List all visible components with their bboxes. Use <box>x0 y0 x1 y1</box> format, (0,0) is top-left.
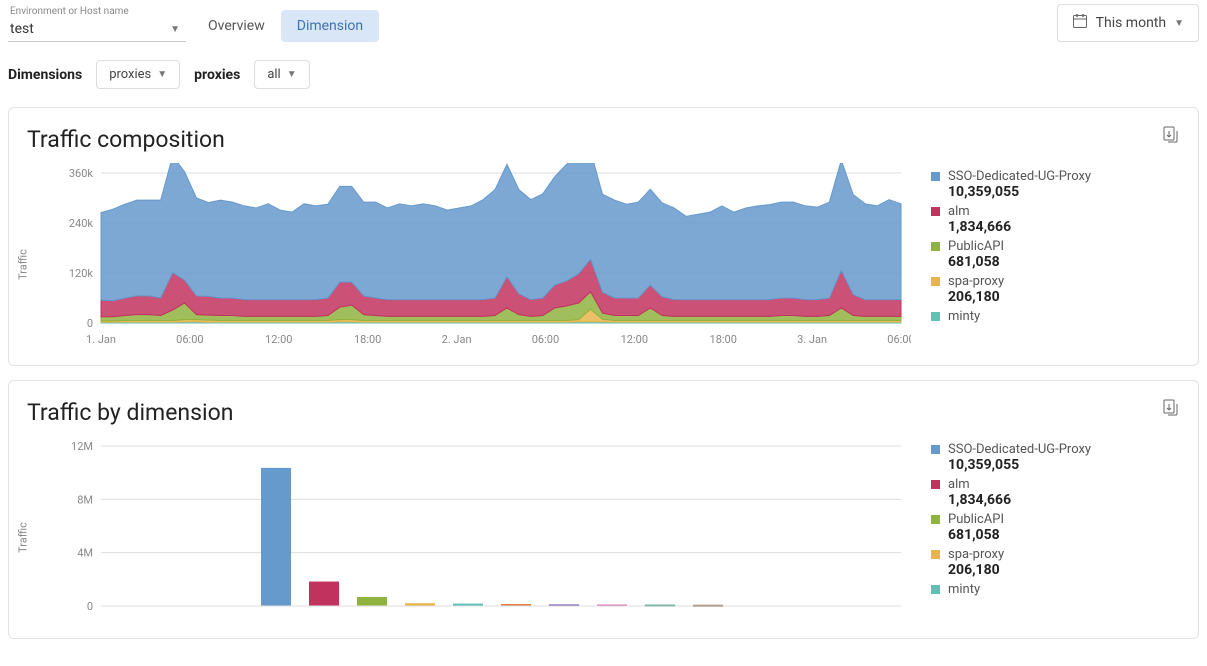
legend-value: 206,180 <box>948 562 1180 578</box>
svg-text:06:00: 06:00 <box>887 333 911 346</box>
svg-text:2. Jan: 2. Jan <box>442 333 472 346</box>
y-axis-label: Traffic <box>17 522 30 553</box>
legend-name: SSO-Dedicated-UG-Proxy <box>948 169 1091 184</box>
legend-swatch <box>931 445 940 454</box>
legend-item[interactable]: PublicAPI681,058 <box>931 239 1180 270</box>
env-select[interactable]: test ▼ <box>8 17 186 42</box>
chevron-down-icon: ▼ <box>170 24 180 35</box>
legend-value: 1,834,666 <box>948 219 1180 235</box>
dimensions-select[interactable]: proxies ▼ <box>96 60 180 89</box>
date-range-picker[interactable]: This month ▼ <box>1057 4 1199 42</box>
legend-item[interactable]: alm1,834,666 <box>931 477 1180 508</box>
svg-text:360k: 360k <box>69 167 94 180</box>
svg-text:12:00: 12:00 <box>265 333 292 346</box>
legend-item[interactable]: SSO-Dedicated-UG-Proxy10,359,055 <box>931 169 1180 200</box>
svg-text:120k: 120k <box>69 267 94 280</box>
proxies-label: proxies <box>194 67 240 83</box>
legend-swatch <box>931 312 940 321</box>
svg-text:12M: 12M <box>71 440 93 453</box>
legend-value: 206,180 <box>948 289 1180 305</box>
legend-item[interactable]: minty <box>931 309 1180 324</box>
dimensions-label: Dimensions <box>8 67 82 83</box>
legend-swatch <box>931 207 940 216</box>
date-range-label: This month <box>1096 15 1166 31</box>
legend-value: 681,058 <box>948 527 1180 543</box>
legend-item[interactable]: PublicAPI681,058 <box>931 512 1180 543</box>
svg-text:4M: 4M <box>77 547 93 560</box>
chevron-down-icon: ▼ <box>157 69 167 80</box>
svg-text:06:00: 06:00 <box>532 333 559 346</box>
legend-swatch <box>931 515 940 524</box>
view-tabs: Overview Dimension <box>192 10 379 42</box>
legend-item[interactable]: spa-proxy206,180 <box>931 274 1180 305</box>
svg-text:0: 0 <box>87 600 93 613</box>
env-value: test <box>10 21 34 37</box>
proxies-value: all <box>267 67 280 82</box>
legend-name: PublicAPI <box>948 239 1004 254</box>
legend-name: alm <box>948 477 970 492</box>
legend-value: 10,359,055 <box>948 184 1180 200</box>
export-icon[interactable] <box>1162 399 1180 421</box>
svg-text:18:00: 18:00 <box>354 333 381 346</box>
svg-text:3. Jan: 3. Jan <box>797 333 827 346</box>
legend-swatch <box>931 242 940 251</box>
area-chart[interactable]: 0 120k 240k 360k 1. Jan 06:00 12:00 18:00 2. Jan… <box>41 163 911 353</box>
legend-swatch <box>931 550 940 559</box>
panel-traffic-by-dimension: Traffic by dimension Traffic 0 4M 8M 12M SS… <box>8 380 1199 639</box>
legend-item[interactable]: spa-proxy206,180 <box>931 547 1180 578</box>
svg-text:12:00: 12:00 <box>621 333 648 346</box>
legend-name: minty <box>948 309 980 324</box>
legend-swatch <box>931 172 940 181</box>
legend-swatch <box>931 480 940 489</box>
legend-value: 1,834,666 <box>948 492 1180 508</box>
tab-dimension[interactable]: Dimension <box>281 10 379 42</box>
legend-item[interactable]: alm1,834,666 <box>931 204 1180 235</box>
tab-overview[interactable]: Overview <box>192 10 281 42</box>
chart-legend: SSO-Dedicated-UG-Proxy10,359,055 alm1,834… <box>931 436 1180 626</box>
legend-swatch <box>931 585 940 594</box>
chart-legend: SSO-Dedicated-UG-Proxy10,359,055 alm1,834… <box>931 163 1180 353</box>
y-axis-label: Traffic <box>17 249 30 280</box>
legend-item[interactable]: minty <box>931 582 1180 597</box>
chevron-down-icon: ▼ <box>287 69 297 80</box>
svg-text:0: 0 <box>87 317 93 330</box>
svg-text:06:00: 06:00 <box>176 333 203 346</box>
svg-text:18:00: 18:00 <box>710 333 737 346</box>
dimensions-value: proxies <box>109 67 151 82</box>
calendar-icon <box>1072 13 1088 33</box>
export-icon[interactable] <box>1162 126 1180 148</box>
legend-value: 10,359,055 <box>948 457 1180 473</box>
svg-text:240k: 240k <box>69 217 94 230</box>
env-label: Environment or Host name <box>8 6 186 17</box>
svg-text:8M: 8M <box>77 493 93 506</box>
panel-traffic-composition: Traffic composition Traffic 0 120k 240k 360… <box>8 107 1199 366</box>
legend-item[interactable]: SSO-Dedicated-UG-Proxy10,359,055 <box>931 442 1180 473</box>
legend-name: minty <box>948 582 980 597</box>
panel-title: Traffic by dimension <box>27 399 1180 426</box>
legend-name: SSO-Dedicated-UG-Proxy <box>948 442 1091 457</box>
legend-name: alm <box>948 204 970 219</box>
legend-value: 681,058 <box>948 254 1180 270</box>
bar-chart[interactable]: 0 4M 8M 12M <box>41 436 911 626</box>
legend-swatch <box>931 277 940 286</box>
legend-name: PublicAPI <box>948 512 1004 527</box>
panel-title: Traffic composition <box>27 126 1180 153</box>
proxies-select[interactable]: all ▼ <box>254 60 309 89</box>
legend-name: spa-proxy <box>948 274 1004 289</box>
legend-name: spa-proxy <box>948 547 1004 562</box>
svg-text:1. Jan: 1. Jan <box>86 333 116 346</box>
chevron-down-icon: ▼ <box>1174 18 1184 29</box>
